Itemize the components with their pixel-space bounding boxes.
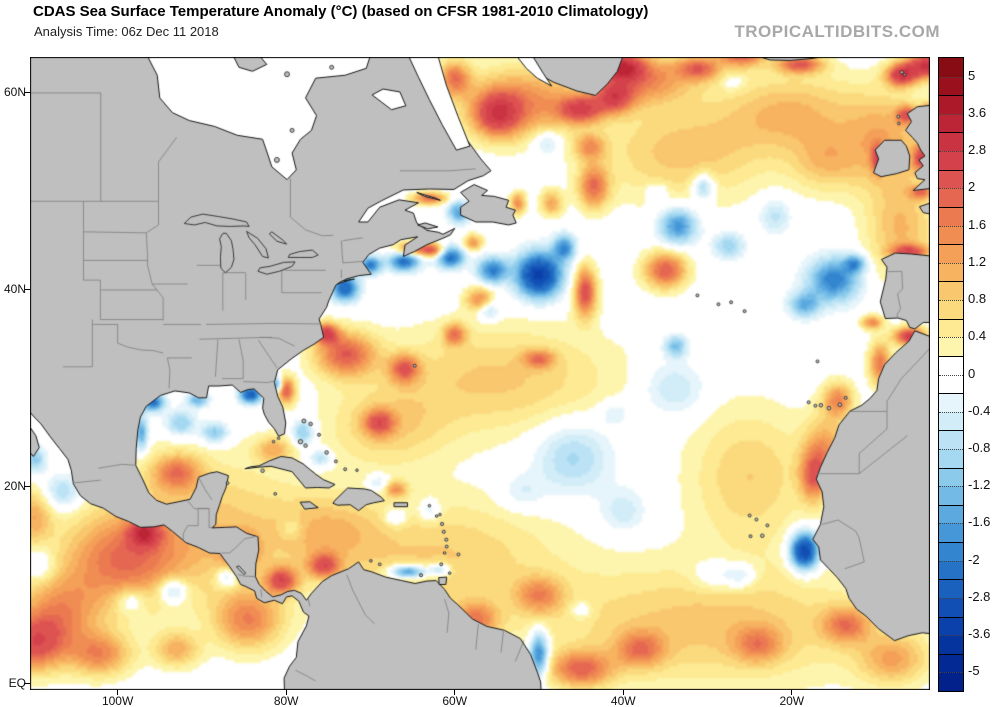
lon-tick-20W [791,690,793,695]
lat-label-60N: 60N [3,84,26,99]
colorbar-cell [939,598,963,617]
lon-label-80W: 80W [273,694,299,707]
lon-label-60W: 60W [442,694,468,707]
colorbar-cell [939,430,963,449]
colorbar-cell [939,523,963,542]
colorbar-cell [939,375,963,393]
lat-label-20N: 20N [3,478,26,493]
colorbar-cell [939,263,963,281]
colorbar-label-5: 5 [968,67,976,83]
sst-map-canvas [30,57,930,690]
colorbar-cell [939,635,963,654]
colorbar-cell [939,393,963,412]
lat-tick-60N [24,92,30,94]
colorbar-cell [939,579,963,598]
lat-label-EQ: EQ [8,675,26,690]
colorbar-cell [939,132,963,151]
lon-label-40W: 40W [610,694,636,707]
colorbar-label-1.6: 1.6 [968,216,987,232]
colorbar-cell [939,207,963,226]
colorbar-label--0.8: -0.8 [968,439,991,455]
colorbar-cell [939,486,963,505]
figure-title: CDAS Sea Surface Temperature Anomaly (°C… [33,3,649,20]
colorbar-cell [939,77,963,95]
colorbar-cell [939,542,963,561]
colorbar-label--0.4: -0.4 [968,402,991,418]
colorbar-cell [939,300,963,319]
colorbar-label-0.8: 0.8 [968,291,987,307]
colorbar-cell [939,114,963,132]
colorbar-label-0: 0 [968,365,976,381]
colorbar-label-2: 2 [968,179,976,195]
lon-tick-60W [454,690,456,695]
colorbar-label--5: -5 [968,663,980,679]
lat-label-40N: 40N [3,281,26,296]
colorbar-label-0.4: 0.4 [968,328,987,344]
analysis-time: Analysis Time: 06z Dec 11 2018 [34,24,219,39]
lon-label-100W: 100W [101,694,134,707]
colorbar-cell [939,672,963,691]
colorbar-cell [939,151,963,170]
lat-tick-20N [24,486,30,488]
tropicaltidbits-watermark: TROPICALTIDBITS.COM [734,22,940,41]
colorbar-cell [939,468,963,486]
lat-tick-40N [24,289,30,291]
colorbar-cell [939,281,963,300]
colorbar [938,57,964,692]
colorbar-cell [939,356,963,375]
lon-tick-80W [285,690,287,695]
colorbar-cell [939,95,963,114]
colorbar-cell [939,244,963,263]
map-area [30,57,930,690]
colorbar-cell [939,617,963,635]
colorbar-label--2.8: -2.8 [968,588,991,604]
colorbar-label--3.6: -3.6 [968,626,991,642]
colorbar-cell [939,319,963,337]
lon-tick-100W [117,690,119,695]
colorbar-label-2.8: 2.8 [968,142,987,158]
colorbar-cell [939,654,963,672]
colorbar-label-3.6: 3.6 [968,104,987,120]
colorbar-label--1.6: -1.6 [968,514,991,530]
colorbar-cell [939,188,963,207]
colorbar-cell [939,561,963,579]
colorbar-label--2: -2 [968,551,980,567]
colorbar-cell [939,226,963,244]
colorbar-cell [939,505,963,523]
colorbar-label--1.2: -1.2 [968,477,991,493]
colorbar-cell [939,58,963,77]
colorbar-label-1.2: 1.2 [968,253,987,269]
lon-tick-40W [622,690,624,695]
colorbar-cell [939,412,963,430]
colorbar-cell [939,449,963,468]
lat-tick-EQ [24,683,30,685]
colorbar-cell [939,170,963,188]
lon-label-20W: 20W [779,694,805,707]
colorbar-cell [939,337,963,356]
